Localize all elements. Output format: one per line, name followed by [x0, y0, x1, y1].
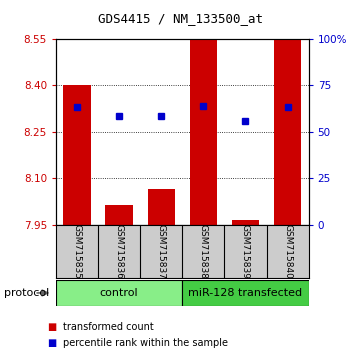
Bar: [182, 280, 309, 306]
Text: miR-128 transfected: miR-128 transfected: [188, 288, 303, 298]
Bar: [105, 205, 133, 225]
Text: GSM715837: GSM715837: [157, 224, 166, 279]
Text: GSM715840: GSM715840: [283, 224, 292, 279]
Text: transformed count: transformed count: [63, 322, 154, 332]
Text: ■: ■: [47, 338, 56, 348]
Bar: [232, 220, 259, 225]
Text: GDS4415 / NM_133500_at: GDS4415 / NM_133500_at: [98, 12, 263, 25]
Bar: [274, 40, 301, 225]
Text: GSM715839: GSM715839: [241, 224, 250, 279]
Text: ■: ■: [47, 322, 56, 332]
Text: protocol: protocol: [4, 288, 49, 298]
Text: GSM715835: GSM715835: [73, 224, 82, 279]
Bar: [63, 85, 91, 225]
Text: GSM715836: GSM715836: [115, 224, 123, 279]
Text: percentile rank within the sample: percentile rank within the sample: [63, 338, 228, 348]
Bar: [148, 189, 175, 225]
Bar: [56, 280, 182, 306]
Text: control: control: [100, 288, 138, 298]
Bar: [190, 40, 217, 225]
Text: GSM715838: GSM715838: [199, 224, 208, 279]
